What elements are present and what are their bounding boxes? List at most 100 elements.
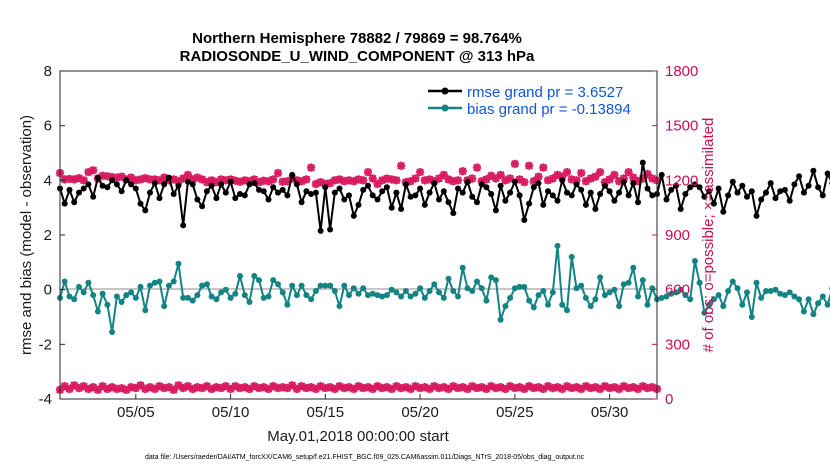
obs-low-assimilated-marker [297,382,306,391]
rmse-point [76,189,82,196]
obs-low-assimilated-marker [468,382,477,391]
rmse-point [450,210,457,217]
rmse-point [151,180,158,187]
bias-point [440,294,447,301]
rmse-point [284,192,291,199]
obs-low-assimilated-marker [420,383,429,392]
bias-point [327,282,334,289]
rmse-point [237,191,243,197]
right-tick-label: 1500 [665,118,698,135]
right-axis-ticks: 0 300 600 900 1200 1500 1800 [652,63,698,408]
obs-assimilated-marker [543,176,553,185]
bias-point [279,289,286,296]
obs-assimilated-marker [496,170,505,179]
rmse-point [90,193,97,200]
rmse-point [767,180,774,187]
legend-bias-label: bias grand pr = -0.13894 [467,101,631,118]
obs-low-assimilated-marker [567,383,576,393]
bias-point [412,290,419,297]
obs-assimilated-marker [108,172,117,182]
obs-low-assimilated-marker [378,383,387,393]
rmse-point [455,185,461,192]
bias-point [597,274,604,281]
rmse-point [696,184,703,191]
rmse-point [241,192,248,199]
rmse-point [630,180,637,187]
rmse-point [317,227,324,234]
rmse-point [758,196,765,203]
obs-assimilated-marker [340,177,349,186]
obs-assimilated-marker [434,174,444,183]
rmse-point [568,192,575,199]
bias-point [251,273,258,279]
bias-point [71,296,78,303]
rmse-point [540,201,547,208]
obs-assimilated-marker [292,176,302,185]
obs-low-assimilated-marker [439,383,448,392]
rmse-point [203,188,210,195]
rmse-point [549,192,556,199]
obs-low-assimilated-marker [382,383,392,392]
rmse-point [673,182,679,189]
obs-low-assimilated-marker [397,383,406,393]
obs-low-assimilated-marker [487,382,496,391]
rmse-point [161,181,168,188]
bias-point [227,294,234,301]
bias-point [554,242,561,249]
obs-low-assimilated-marker [145,383,155,392]
obs-assimilated-marker [321,179,330,189]
bias-point [161,303,168,310]
obs-low-assimilated-marker [534,383,543,392]
bias-point [649,285,656,292]
obs-low-assimilated-marker [330,384,339,394]
obs-assimilated-marker [344,176,354,185]
obs-assimilated-marker [633,177,643,186]
obs-low-assimilated-marker [453,383,463,393]
rmse-point [327,226,334,233]
obs-assimilated-marker [397,161,406,170]
obs-assimilated-marker [472,163,482,172]
obs-low-assimilated-marker [638,382,647,391]
obs-assimilated-marker [458,167,467,176]
obs-low-assimilated-marker [524,382,534,391]
rmse-point [815,184,822,191]
obs-low-assimilated-marker [520,384,529,394]
obs-low-assimilated-marker [174,381,183,390]
rmse-point [341,196,348,203]
obs-assimilated-marker [515,175,524,184]
obs-assimilated-marker [596,168,605,177]
bias-point [625,279,632,286]
obs-low-assimilated-marker [359,383,368,393]
obs-assimilated-marker [145,175,155,184]
rmse-series [57,159,830,234]
obs-assimilated-marker [453,176,463,185]
rmse-point [346,192,352,199]
obs-assimilated-marker [468,174,477,183]
bias-point [109,329,116,335]
bias-point [388,286,395,293]
bias-point [729,278,736,285]
rmse-point [398,206,405,212]
obs-assimilated-marker [70,175,79,184]
obs-low-assimilated-marker [434,383,444,393]
bias-point [298,282,305,289]
obs-assimilated-marker [553,170,562,179]
obs-low-assimilated-marker [155,382,164,391]
bias-point [502,303,509,310]
obs-assimilated-marker [216,175,226,184]
rmse-point [819,192,826,199]
bias-point [156,278,163,285]
bias-point [772,286,779,293]
bias-point [398,293,405,300]
obs-assimilated-marker [207,176,216,185]
obs-assimilated-marker [534,172,543,181]
obs-low-assimilated-marker [401,383,410,392]
obs-low-assimilated-marker [264,384,273,394]
bias-point [175,260,182,267]
rmse-point [526,200,533,207]
bias-point [360,285,367,292]
rmse-point [530,184,537,191]
obs-assimilated-marker [202,178,211,187]
obs-low-assimilated-marker [624,383,633,393]
rmse-point [393,189,400,196]
